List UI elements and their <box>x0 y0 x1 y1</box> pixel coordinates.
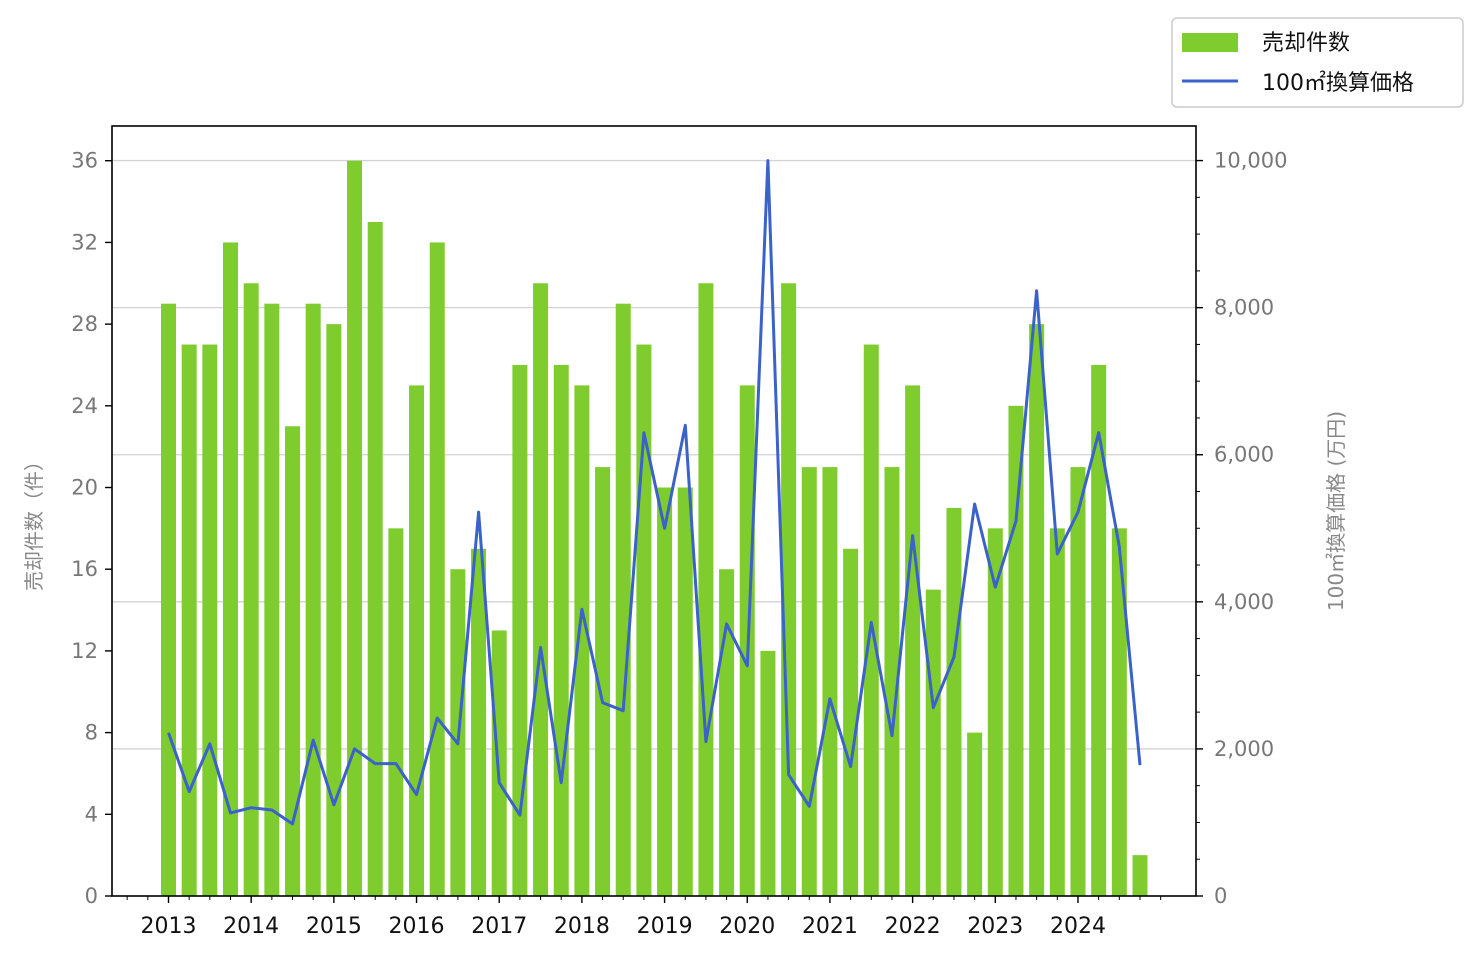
x-tick-label: 2024 <box>1050 914 1106 939</box>
x-tick-label: 2018 <box>554 914 610 939</box>
bar <box>326 324 342 896</box>
left-tick-label: 20 <box>71 476 98 500</box>
bar <box>285 426 301 896</box>
bar <box>657 487 673 896</box>
bar <box>471 548 487 896</box>
bar <box>305 303 321 896</box>
right-tick-label: 2,000 <box>1214 737 1274 761</box>
left-tick-label: 32 <box>71 230 98 254</box>
bar-series <box>161 160 1148 897</box>
x-tick-label: 2016 <box>389 914 445 939</box>
bar <box>409 385 425 896</box>
bar <box>801 467 817 896</box>
right-tick-label: 4,000 <box>1214 590 1274 614</box>
right-tick-label: 0 <box>1214 884 1227 908</box>
bar <box>181 344 197 896</box>
bar <box>884 467 900 896</box>
bar <box>677 487 693 896</box>
left-tick-label: 4 <box>85 802 98 826</box>
bar <box>574 385 590 896</box>
bar <box>264 303 280 896</box>
bar <box>987 528 1003 896</box>
legend-frame <box>1171 17 1464 108</box>
bar <box>636 344 652 896</box>
left-tick-label: 36 <box>71 149 98 173</box>
bar <box>925 589 941 896</box>
x-tick-label: 2015 <box>306 914 362 939</box>
x-tick-label: 2014 <box>223 914 279 939</box>
bar <box>1111 528 1127 896</box>
left-tick-label: 12 <box>71 639 98 663</box>
x-tick-label: 2023 <box>967 914 1023 939</box>
left-tick-label: 0 <box>85 884 98 908</box>
right-axis: 0 2,000 4,000 6,000 8,000 10,000 <box>1196 149 1287 908</box>
bar <box>905 385 921 896</box>
bar <box>781 283 797 896</box>
bar <box>967 732 983 896</box>
bar <box>347 160 363 896</box>
bar <box>1049 528 1065 896</box>
bar <box>843 548 859 896</box>
legend-line-label: 100㎡換算価格 <box>1262 70 1414 96</box>
left-tick-label: 16 <box>71 557 98 581</box>
bar <box>760 650 776 896</box>
bar <box>1070 467 1086 896</box>
bar <box>512 364 528 896</box>
x-axis: 2013 2014 2015 2016 2017 2018 2019 2020 2021 2022… <box>126 896 1162 939</box>
bar <box>367 221 383 896</box>
right-tick-label: 6,000 <box>1214 443 1274 467</box>
left-axis: 0 4 8 12 16 20 24 28 32 36 <box>71 149 112 908</box>
x-tick-label: 2017 <box>471 914 527 939</box>
line-series <box>167 159 1142 826</box>
right-tick-label: 10,000 <box>1214 149 1287 173</box>
left-axis-label: 売却件数（件） <box>22 451 46 591</box>
bar <box>615 303 631 896</box>
legend-bar-swatch <box>1182 33 1238 52</box>
bar <box>719 569 735 896</box>
left-tick-label: 8 <box>85 721 98 745</box>
right-tick-label: 8,000 <box>1214 296 1274 320</box>
legend: 売却件数 100㎡換算価格 <box>1171 17 1464 108</box>
x-tick-label: 2021 <box>802 914 858 939</box>
price-line <box>167 159 1142 826</box>
bar <box>595 467 611 896</box>
bar <box>429 242 445 897</box>
bar <box>698 283 714 896</box>
x-tick-label: 2013 <box>141 914 197 939</box>
bar <box>946 507 962 896</box>
bar <box>553 364 569 896</box>
right-axis-label: 100㎡換算価格 (万円) <box>1324 411 1348 611</box>
left-tick-label: 28 <box>71 312 98 336</box>
bar <box>533 283 549 896</box>
bar <box>202 344 218 896</box>
bar <box>243 283 259 896</box>
bar <box>388 528 404 896</box>
bar <box>863 344 879 896</box>
bar <box>1132 855 1148 896</box>
x-tick-label: 2019 <box>637 914 693 939</box>
legend-bar-label: 売却件数 <box>1262 31 1350 56</box>
plot-frame <box>111 125 1197 897</box>
x-tick-label: 2020 <box>719 914 775 939</box>
left-tick-label: 24 <box>71 394 98 418</box>
x-tick-label: 2022 <box>885 914 941 939</box>
bar <box>1091 364 1107 896</box>
bar <box>822 467 838 896</box>
bar <box>1029 324 1045 896</box>
bar <box>161 303 176 896</box>
bar <box>223 242 239 897</box>
